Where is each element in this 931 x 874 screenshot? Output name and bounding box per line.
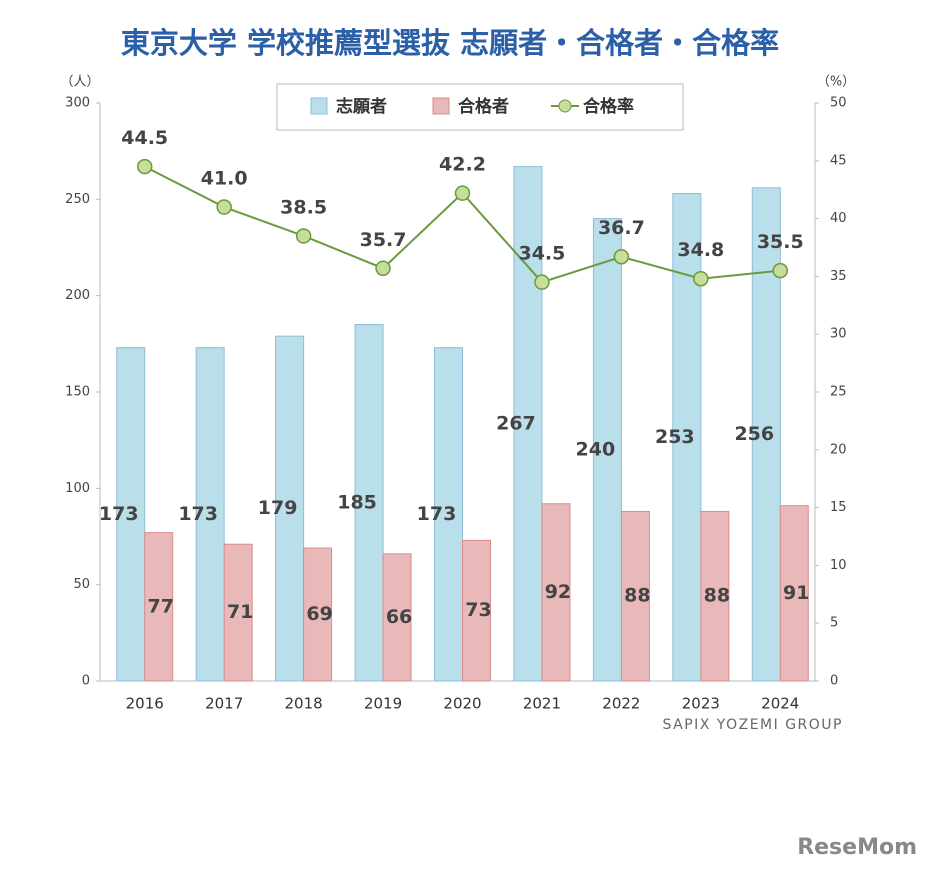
y-tick-label: 150 xyxy=(65,385,90,400)
legend-marker xyxy=(558,99,572,113)
legend-label: 志願者 xyxy=(336,96,387,117)
y-axis-label: （人） xyxy=(60,75,99,90)
legend-label: 合格率 xyxy=(583,96,634,117)
bar xyxy=(592,218,622,682)
data-label: 66 xyxy=(386,606,412,628)
bar xyxy=(195,347,225,682)
y-tick-label: 300 xyxy=(65,96,90,111)
data-label: 35.7 xyxy=(360,229,407,251)
data-label: 173 xyxy=(417,503,457,525)
data-label: 41.0 xyxy=(201,168,248,190)
legend-label: 合格者 xyxy=(458,96,509,117)
marker xyxy=(295,228,312,244)
marker xyxy=(136,158,153,175)
x-tick-label: 2021 xyxy=(523,695,561,713)
bar xyxy=(223,543,253,682)
bar xyxy=(303,547,333,682)
y2-tick-label: 35 xyxy=(830,269,847,284)
data-label: 38.5 xyxy=(280,196,327,218)
y2-tick-label: 0 xyxy=(830,674,838,689)
data-label: 42.2 xyxy=(439,154,486,176)
x-tick-label: 2020 xyxy=(443,695,481,713)
chart-title: 東京大学 学校推薦型選抜 志願者・合格者・合格率 xyxy=(121,26,779,60)
source: SAPIX YOZEMI GROUP xyxy=(662,717,843,733)
data-label: 173 xyxy=(99,503,139,525)
data-label: 88 xyxy=(704,585,730,607)
y2-axis-label: （%） xyxy=(817,75,855,90)
data-label: 256 xyxy=(734,423,774,445)
x-tick-label: 2017 xyxy=(205,695,243,713)
legend-box xyxy=(276,83,684,131)
data-label: 240 xyxy=(576,438,616,460)
bar xyxy=(275,335,305,682)
data-label: 185 xyxy=(337,491,377,513)
y-tick-label: 100 xyxy=(65,481,90,496)
data-label: 267 xyxy=(496,412,536,434)
y2-tick-label: 40 xyxy=(830,211,847,226)
data-label: 44.5 xyxy=(121,127,168,149)
x-tick-label: 2022 xyxy=(602,695,640,713)
x-tick-label: 2016 xyxy=(126,695,164,713)
bar xyxy=(700,510,730,682)
data-label: 179 xyxy=(258,497,298,519)
bar xyxy=(779,505,809,682)
data-label: 73 xyxy=(465,599,491,621)
marker xyxy=(375,260,391,277)
marker xyxy=(216,199,232,215)
data-label: 77 xyxy=(147,595,173,617)
marker xyxy=(613,248,630,265)
marker xyxy=(454,185,471,201)
marker xyxy=(772,262,789,279)
bar xyxy=(382,553,412,682)
data-label: 34.8 xyxy=(677,239,724,261)
y2-tick-label: 5 xyxy=(830,616,838,631)
y2-tick-label: 15 xyxy=(830,500,847,515)
data-label: 34.5 xyxy=(518,243,565,265)
y-tick-label: 200 xyxy=(65,288,90,303)
x-tick-label: 2023 xyxy=(682,695,720,713)
y2-tick-label: 45 xyxy=(830,153,847,168)
data-label: 253 xyxy=(655,426,695,448)
bar xyxy=(513,166,543,682)
bar xyxy=(462,539,491,682)
y2-tick-label: 30 xyxy=(830,327,847,342)
x-tick-label: 2019 xyxy=(364,695,402,713)
y-tick-label: 250 xyxy=(65,192,90,207)
data-label: 92 xyxy=(545,581,571,603)
y2-tick-label: 50 xyxy=(830,96,847,111)
bar xyxy=(541,503,571,682)
bar xyxy=(354,324,384,682)
data-label: 88 xyxy=(624,585,650,607)
data-label: 91 xyxy=(783,582,809,604)
y2-tick-label: 20 xyxy=(830,442,847,457)
data-label: 69 xyxy=(306,603,332,625)
y2-tick-label: 10 xyxy=(830,558,847,573)
y-tick-label: 50 xyxy=(73,577,90,592)
data-label: 35.5 xyxy=(757,231,804,253)
y2-tick-label: 25 xyxy=(830,385,847,400)
data-label: 71 xyxy=(227,601,253,623)
bar xyxy=(116,347,146,682)
legend-swatch xyxy=(310,97,328,115)
watermark: ReseMom xyxy=(797,835,917,860)
marker xyxy=(534,274,550,290)
bar xyxy=(434,347,463,682)
bar xyxy=(144,532,174,682)
bar xyxy=(620,510,650,682)
marker xyxy=(693,270,709,287)
data-label: 173 xyxy=(178,503,218,525)
data-label: 36.7 xyxy=(598,217,645,239)
x-tick-label: 2024 xyxy=(761,695,799,713)
x-tick-label: 2018 xyxy=(285,695,323,713)
y-tick-label: 0 xyxy=(82,674,90,689)
legend-swatch xyxy=(432,97,450,115)
